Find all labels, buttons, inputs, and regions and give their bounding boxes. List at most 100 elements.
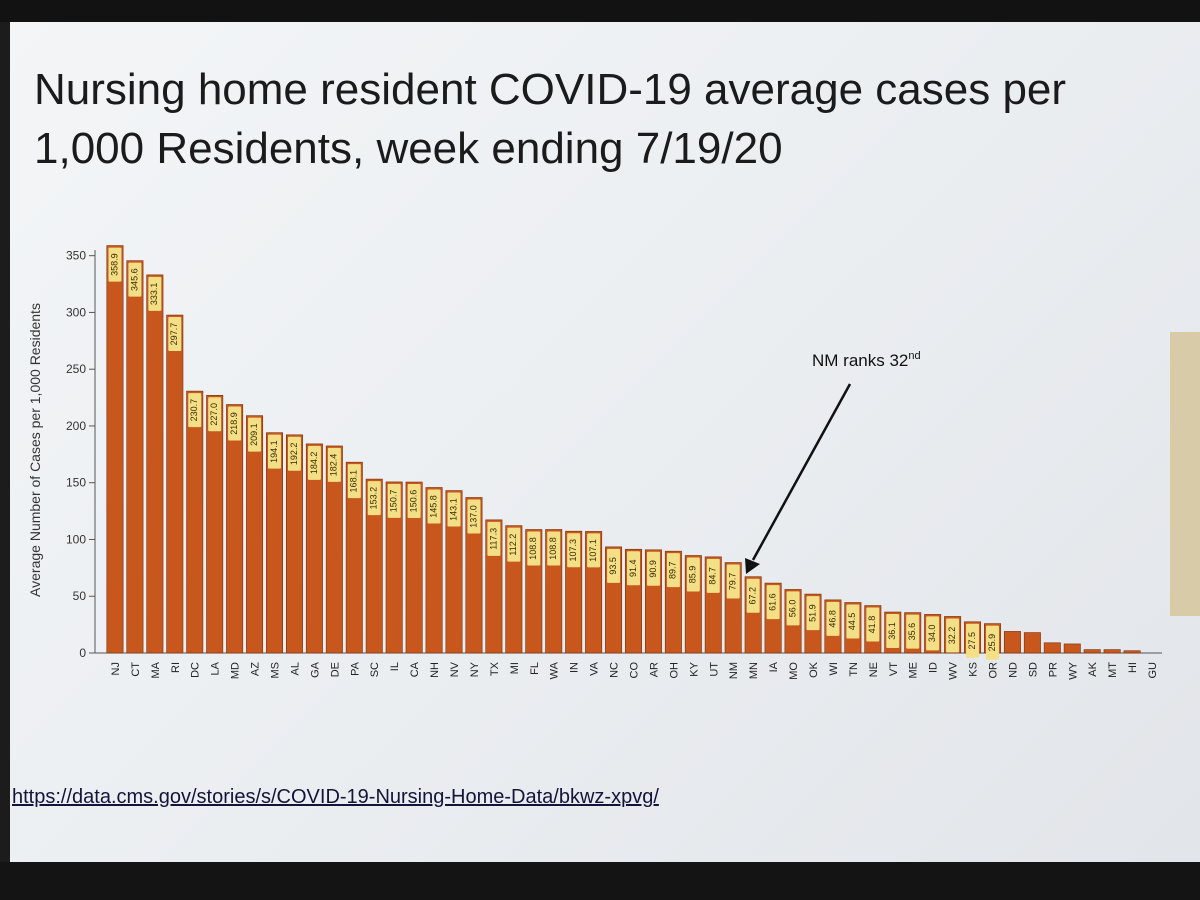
data-label-bg: [287, 436, 301, 471]
x-tick-labels: NJ CT MA RI DC LA MD AZ MS AL GA DE PA SC IL CA NH NV NY TX…: [110, 661, 1159, 679]
data-label-bg: [208, 397, 222, 432]
source-link[interactable]: https://data.cms.gov/stories/s/COVID-19-…: [12, 786, 659, 808]
x-tick-label: NE: [868, 662, 880, 677]
y-tick-label: 0: [79, 646, 86, 660]
x-tick-label: WA: [549, 661, 561, 679]
slide-title: Nursing home resident COVID-19 average c…: [34, 65, 1067, 173]
x-tick-label: SD: [1027, 662, 1039, 677]
x-tick-label: PA: [349, 661, 361, 676]
data-label-bg: [467, 499, 481, 534]
bar-az: [246, 415, 264, 654]
bar-nh: [425, 487, 443, 654]
data-label: 84.7: [708, 567, 718, 585]
data-label: 108.8: [548, 537, 558, 560]
x-tick-label: OK: [808, 661, 820, 678]
data-label: 137.0: [468, 505, 478, 528]
bar-wy: [1063, 643, 1081, 654]
data-label-bg: [347, 464, 361, 499]
data-label-bg: [228, 406, 242, 441]
bar-ca: [405, 481, 423, 654]
x-tick-label: NV: [449, 661, 461, 677]
y-tick-label: 200: [66, 419, 86, 433]
bar-ri: [166, 314, 184, 654]
data-label: 112.2: [508, 534, 518, 556]
annotation-superscript: nd: [908, 350, 920, 362]
x-tick-label: DE: [329, 662, 341, 677]
x-tick-label: MS: [270, 662, 282, 679]
x-tick-label: WY: [1067, 661, 1079, 679]
data-label: 333.1: [149, 283, 159, 306]
bar-la: [206, 395, 224, 654]
x-tick-label: TN: [848, 662, 860, 677]
bars: 358.9 345.6 333.1 297.7 230.7 227.0 218.9 209.1…: [106, 245, 1141, 660]
data-label-bg: [547, 531, 561, 566]
x-tick-label: MA: [150, 661, 162, 678]
bar-sc: [365, 478, 383, 654]
rank-annotation: NM ranks 32nd: [745, 350, 921, 574]
data-label-bg: [248, 417, 262, 452]
x-tick-label: MI: [509, 662, 521, 674]
data-label-bg: [367, 481, 381, 516]
x-tick-label: DC: [190, 662, 202, 678]
x-tick-label: NM: [728, 662, 740, 679]
data-label: 89.7: [668, 561, 678, 579]
y-tick-label: 100: [66, 532, 86, 546]
x-tick-label: LA: [210, 661, 222, 675]
data-label: 230.7: [189, 399, 199, 422]
data-label: 34.0: [927, 625, 937, 643]
data-label-bg: [985, 625, 999, 660]
data-label-bg: [926, 616, 940, 651]
bar-ny: [465, 497, 483, 654]
annotation-main: NM ranks 32: [812, 351, 908, 370]
data-label: 297.7: [169, 323, 179, 346]
data-label: 91.4: [628, 559, 638, 577]
x-tick-label: ND: [1007, 662, 1019, 678]
annotation-arrow-line: [751, 383, 852, 561]
bar-ms: [266, 432, 283, 654]
x-tick-label: AL: [289, 662, 301, 675]
data-label-bg: [188, 393, 202, 428]
y-tick-label: 350: [66, 249, 86, 263]
bar-ak: [1083, 649, 1101, 654]
bar-hi: [1123, 650, 1141, 654]
data-label-bg: [766, 585, 780, 620]
data-label-bg: [686, 557, 700, 592]
data-label: 27.5: [967, 632, 977, 650]
data-label-bg: [627, 551, 640, 586]
data-label: 150.7: [389, 490, 399, 513]
x-tick-label: ME: [908, 662, 920, 679]
data-label-bg: [527, 531, 541, 566]
data-label-bg: [268, 434, 282, 469]
x-tick-label: GA: [309, 661, 321, 678]
data-label-bg: [806, 596, 820, 631]
data-label: 67.2: [748, 587, 758, 605]
x-tick-label: MO: [788, 662, 800, 680]
data-label: 32.2: [947, 627, 957, 645]
x-tick-label: KS: [968, 662, 980, 677]
x-tick-label: CO: [629, 662, 641, 679]
data-label: 51.9: [807, 604, 817, 622]
data-label: 192.2: [289, 443, 299, 466]
data-label-bg: [108, 247, 122, 282]
data-label: 79.7: [728, 573, 738, 591]
data-label: 93.5: [608, 557, 618, 575]
data-label: 117.3: [488, 528, 498, 550]
data-label-bg: [706, 558, 720, 593]
x-tick-label: AK: [1087, 661, 1099, 676]
data-label-bg: [327, 447, 341, 482]
x-tick-label: SC: [369, 662, 381, 677]
data-label: 46.8: [827, 610, 837, 628]
data-label: 227.0: [209, 403, 219, 426]
data-label: 209.1: [249, 423, 259, 446]
x-tick-label: UT: [708, 662, 720, 677]
monitor-bezel-bottom: [0, 862, 1200, 900]
x-tick-label: OR: [987, 662, 999, 679]
data-label: 194.1: [269, 440, 279, 463]
data-label-bg: [407, 484, 421, 519]
x-tick-label: TX: [489, 661, 501, 676]
annotation-text: NM ranks 32nd: [812, 350, 921, 370]
y-tick-label: 300: [66, 305, 86, 319]
data-label-bg: [946, 618, 960, 653]
data-label-bg: [567, 533, 581, 568]
